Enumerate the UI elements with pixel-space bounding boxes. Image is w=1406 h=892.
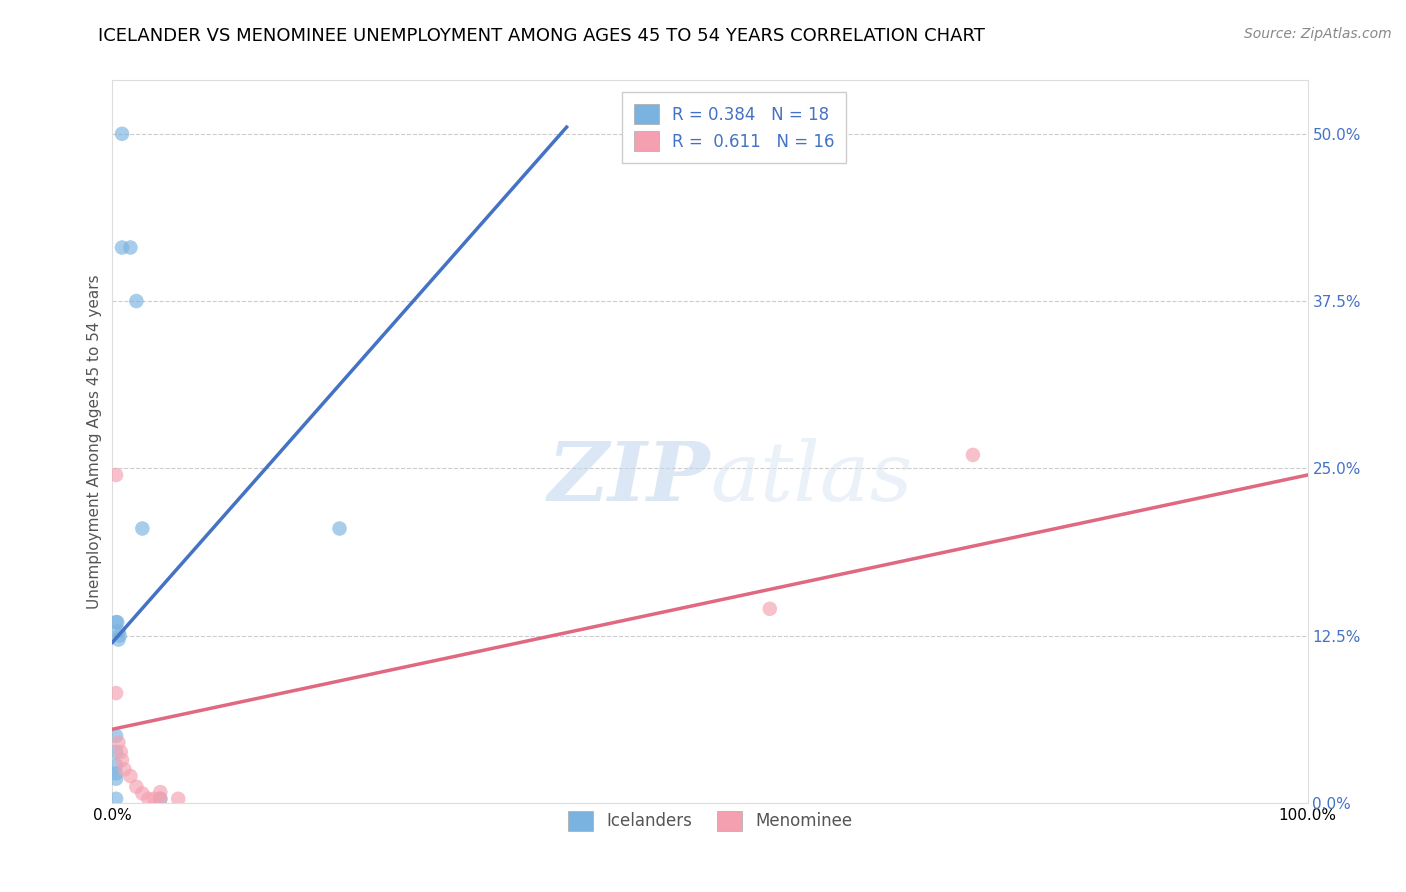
Point: [108, 628, 131, 642]
Text: ICELANDER VS MENOMINEE UNEMPLOYMENT AMONG AGES 45 TO 54 YEARS CORRELATION CHART: ICELANDER VS MENOMINEE UNEMPLOYMENT AMON…: [98, 27, 986, 45]
Point: [120, 241, 142, 255]
Point: [114, 762, 135, 776]
Point: [111, 753, 134, 767]
Point: [329, 521, 352, 535]
Text: atlas: atlas: [710, 438, 912, 517]
Point: [149, 792, 172, 806]
Point: [149, 785, 172, 799]
Point: [105, 467, 128, 482]
Point: [105, 745, 128, 759]
Point: [105, 729, 128, 743]
Point: [110, 745, 132, 759]
Text: ZIP: ZIP: [547, 438, 710, 517]
Point: [105, 615, 128, 630]
Legend: Icelanders, Menominee: Icelanders, Menominee: [561, 805, 859, 838]
Point: [131, 521, 153, 535]
Point: [149, 792, 172, 806]
Y-axis label: Unemployment Among Ages 45 to 54 years: Unemployment Among Ages 45 to 54 years: [87, 274, 103, 609]
Point: [107, 632, 129, 647]
Point: [125, 780, 148, 794]
Point: [111, 127, 134, 141]
Point: [105, 792, 128, 806]
Point: [107, 624, 129, 639]
Point: [143, 792, 166, 806]
Point: [131, 787, 153, 801]
Point: [962, 448, 984, 462]
Point: [759, 602, 782, 616]
Point: [125, 294, 148, 309]
Point: [167, 792, 190, 806]
Point: [105, 615, 128, 630]
Point: [138, 792, 160, 806]
Point: [120, 769, 142, 783]
Point: [105, 686, 128, 700]
Point: [105, 766, 128, 780]
Point: [105, 772, 128, 786]
Point: [105, 758, 128, 772]
Text: Source: ZipAtlas.com: Source: ZipAtlas.com: [1244, 27, 1392, 41]
Point: [107, 735, 129, 749]
Point: [111, 241, 134, 255]
